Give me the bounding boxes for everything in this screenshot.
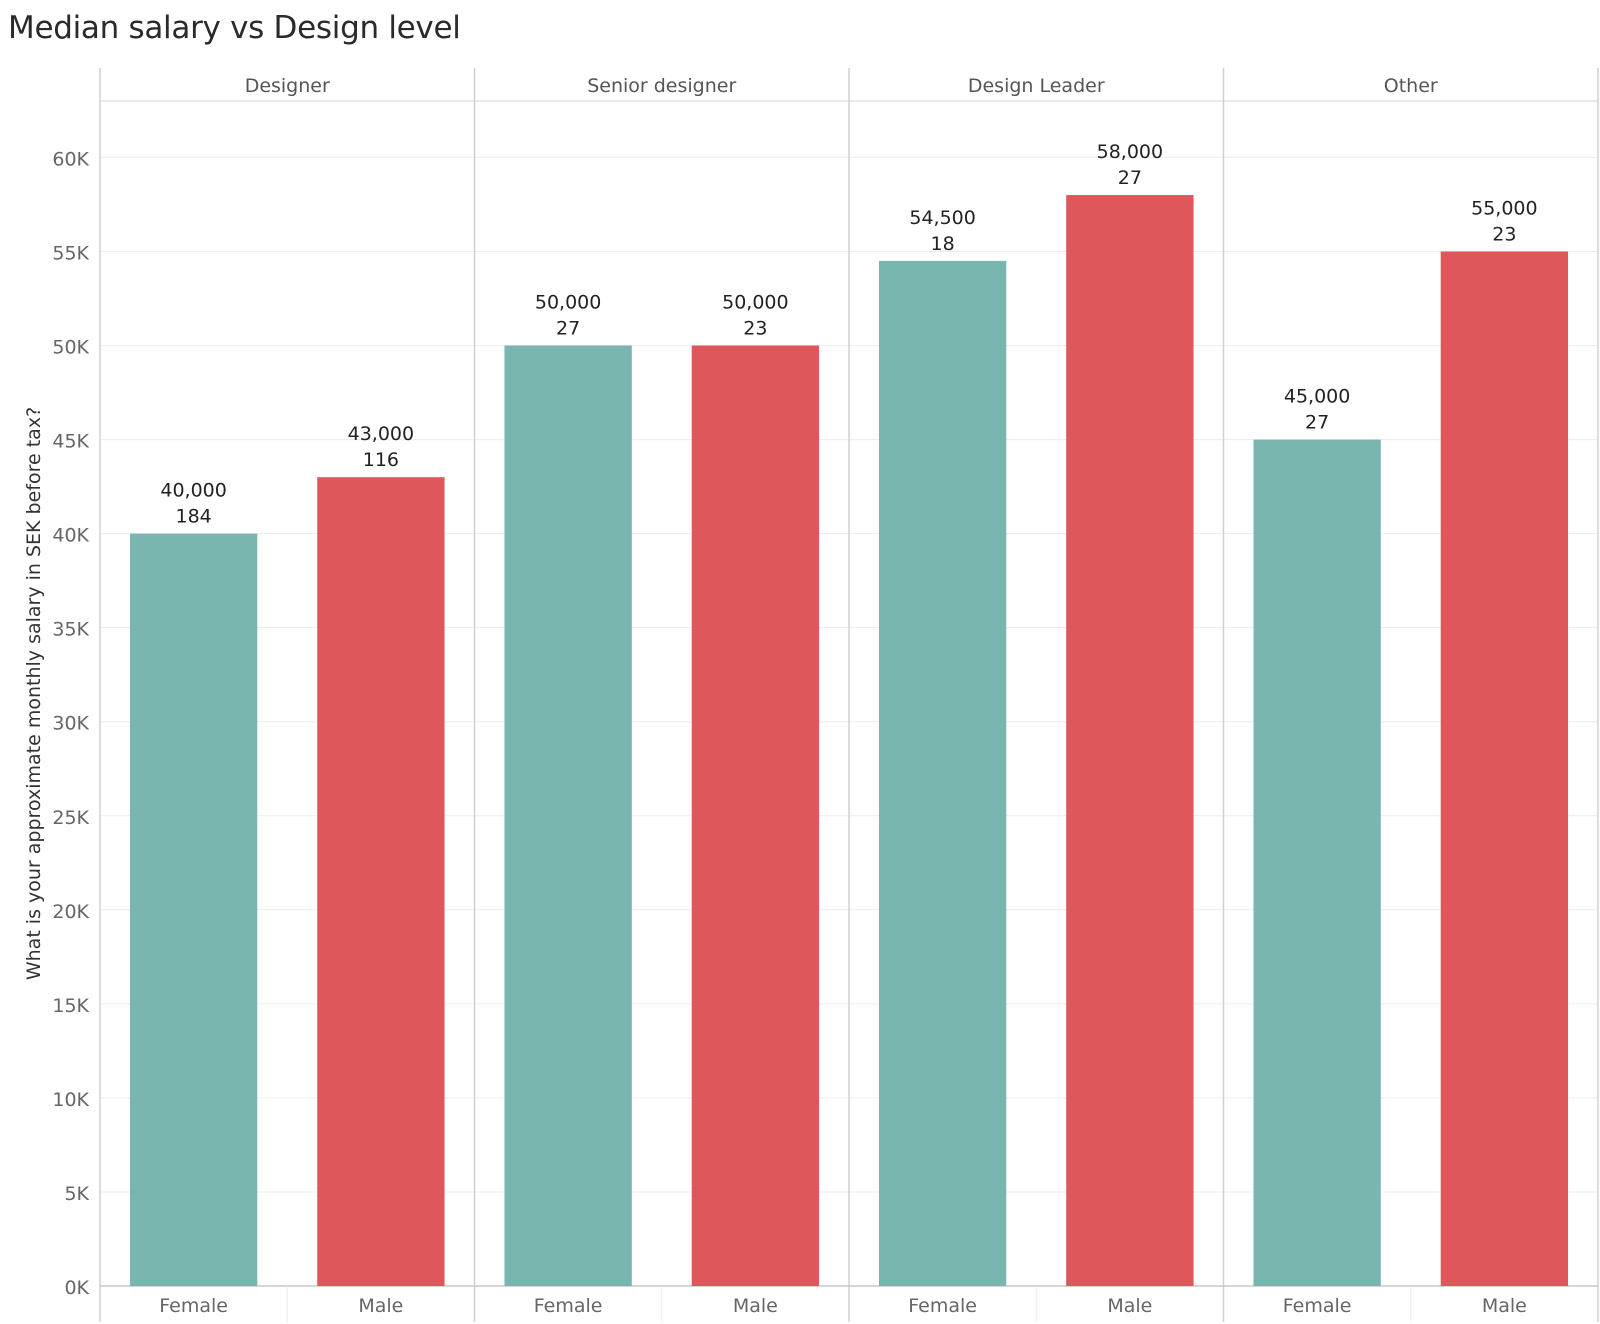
panel-header-label: Other bbox=[1384, 75, 1438, 97]
bar-value-label: 40,000 bbox=[160, 480, 226, 502]
bar-value-label: 54,500 bbox=[909, 207, 975, 229]
x-tick-label: Male bbox=[358, 1295, 403, 1317]
x-tick-label: Female bbox=[908, 1295, 977, 1317]
bar-count-label: 18 bbox=[931, 233, 955, 255]
x-tick-label: Male bbox=[1107, 1295, 1152, 1317]
bar-value-label: 58,000 bbox=[1097, 141, 1163, 163]
bar-count-label: 27 bbox=[1305, 412, 1329, 434]
bar-count-label: 116 bbox=[363, 449, 399, 471]
bar bbox=[1440, 251, 1569, 1286]
x-tick-label: Female bbox=[1283, 1295, 1352, 1317]
chart-title: Median salary vs Design level bbox=[8, 10, 461, 46]
bar-count-label: 27 bbox=[1118, 167, 1142, 189]
y-tick-label: 5K bbox=[64, 1183, 89, 1205]
bar-count-label: 27 bbox=[556, 318, 580, 340]
bar-value-label: 45,000 bbox=[1284, 386, 1350, 408]
bar bbox=[317, 477, 445, 1286]
panel-header-label: Designer bbox=[245, 75, 330, 97]
y-tick-label: 15K bbox=[52, 995, 89, 1017]
bar-value-label: 50,000 bbox=[535, 292, 601, 314]
bar-value-label: 43,000 bbox=[348, 423, 414, 445]
x-tick-label: Female bbox=[534, 1295, 603, 1317]
bar-count-label: 23 bbox=[1492, 223, 1516, 245]
bar-value-label: 50,000 bbox=[722, 292, 788, 314]
x-tick-label: Male bbox=[733, 1295, 778, 1317]
y-tick-label: 55K bbox=[52, 242, 89, 264]
x-tick-label: Male bbox=[1482, 1295, 1527, 1317]
bar bbox=[878, 260, 1007, 1286]
bar bbox=[691, 345, 820, 1286]
y-tick-label: 25K bbox=[52, 807, 89, 829]
y-tick-label: 40K bbox=[52, 525, 89, 547]
bar bbox=[1066, 195, 1194, 1287]
y-tick-label: 10K bbox=[52, 1089, 89, 1111]
bar-value-label: 55,000 bbox=[1471, 197, 1537, 219]
y-tick-label: 50K bbox=[52, 337, 89, 359]
bar-count-label: 184 bbox=[175, 506, 211, 528]
bar bbox=[129, 533, 258, 1286]
y-tick-label: 20K bbox=[52, 901, 89, 923]
y-tick-label: 30K bbox=[52, 713, 89, 735]
panel-header-label: Senior designer bbox=[587, 75, 736, 97]
bar-count-label: 23 bbox=[743, 318, 767, 340]
x-tick-label: Female bbox=[159, 1295, 228, 1317]
y-tick-label: 60K bbox=[52, 148, 89, 170]
y-tick-label: 0K bbox=[64, 1277, 89, 1299]
y-axis-title: What is your approximate monthly salary … bbox=[23, 407, 45, 980]
panel-header-label: Design Leader bbox=[968, 75, 1105, 97]
y-tick-label: 45K bbox=[52, 431, 89, 453]
y-tick-label: 35K bbox=[52, 619, 89, 641]
bar bbox=[504, 345, 632, 1286]
bar bbox=[1253, 439, 1381, 1287]
